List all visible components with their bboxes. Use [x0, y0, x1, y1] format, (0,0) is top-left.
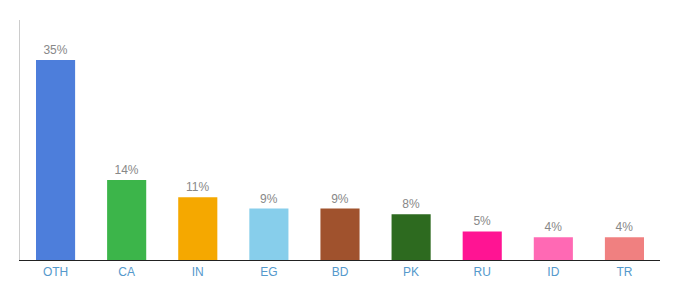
svg-text:CA: CA: [118, 265, 135, 279]
svg-text:11%: 11%: [186, 180, 209, 194]
svg-text:IN: IN: [192, 265, 204, 279]
svg-text:9%: 9%: [260, 192, 278, 206]
svg-text:14%: 14%: [114, 163, 138, 177]
svg-text:4%: 4%: [616, 220, 634, 234]
svg-text:PK: PK: [403, 265, 419, 279]
svg-text:8%: 8%: [402, 197, 420, 211]
svg-text:ID: ID: [547, 265, 559, 279]
svg-text:BD: BD: [332, 265, 349, 279]
svg-text:TR: TR: [616, 265, 632, 279]
svg-text:RU: RU: [474, 265, 491, 279]
svg-text:5%: 5%: [473, 214, 491, 228]
svg-text:35%: 35%: [43, 43, 67, 57]
svg-text:EG: EG: [260, 265, 277, 279]
svg-text:OTH: OTH: [43, 265, 68, 279]
svg-text:4%: 4%: [544, 220, 562, 234]
svg-text:9%: 9%: [331, 192, 349, 206]
